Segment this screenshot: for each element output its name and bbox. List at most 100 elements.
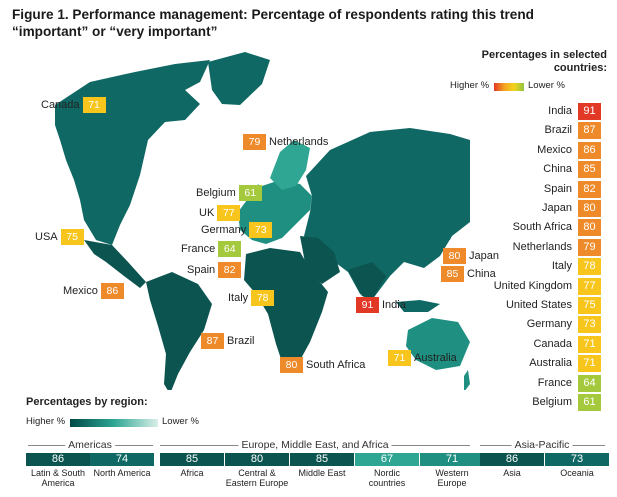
region-cell: 86 Latin & South America <box>26 453 90 488</box>
country-value: 80 <box>578 200 601 217</box>
region-south-america <box>146 272 212 390</box>
map-label-value: 78 <box>251 290 275 306</box>
country-name: United Kingdom <box>493 279 572 292</box>
map-label-name: China <box>467 268 496 280</box>
country-name: India <box>548 105 572 117</box>
map-label-name: USA <box>35 231 58 243</box>
map-label-value: 91 <box>356 297 379 313</box>
country-row: Australia 71 <box>470 355 607 373</box>
map-label-value: 73 <box>249 222 273 238</box>
country-name: Australia <box>529 357 572 370</box>
country-row: United States 75 <box>470 297 607 314</box>
map-label: 80 Japan <box>443 248 502 264</box>
region-greenland <box>208 52 270 105</box>
country-name: China <box>543 163 572 176</box>
region-cell: 85 Middle East <box>290 453 354 478</box>
map-label: Spain 82 <box>184 262 242 278</box>
map-label-name: Brazil <box>227 335 255 347</box>
map-label-name: South Africa <box>306 359 366 371</box>
group-americas: Americas <box>28 439 153 451</box>
region-name: Asia <box>503 468 521 478</box>
map-label-name: Japan <box>469 250 499 262</box>
country-legend-title: Percentages in selected countries: <box>481 49 607 74</box>
map-label: Belgium 61 <box>193 185 262 201</box>
map-label-value: 61 <box>238 185 262 201</box>
group-asia-pacific: Asia-Pacific <box>480 439 605 451</box>
region-name: Oceania <box>560 468 594 478</box>
map-label-value: 80 <box>443 248 466 264</box>
map-label: 80 South Africa <box>280 357 368 373</box>
region-new-zealand <box>464 370 470 390</box>
region-mexico <box>84 240 146 288</box>
country-row: South Africa 80 <box>470 219 607 237</box>
region-india <box>348 262 386 300</box>
map-label-name: Germany <box>201 224 247 236</box>
region-title: Percentages by region: <box>26 396 148 408</box>
map-label: 87 Brazil <box>201 333 258 349</box>
country-row: Germany 73 <box>470 316 607 334</box>
map-label-value: 75 <box>60 229 84 245</box>
region-name: Central & Eastern Europe <box>225 468 289 488</box>
map-label: Mexico 86 <box>60 283 124 299</box>
country-value: 64 <box>578 374 601 392</box>
map-label-value: 79 <box>243 134 266 150</box>
region-name: Nordic countries <box>368 468 406 488</box>
country-value: 80 <box>578 219 601 237</box>
map-label-value: 85 <box>441 266 464 282</box>
map-label-value: 77 <box>217 205 241 221</box>
map-label-name: UK <box>199 207 215 219</box>
region-africa <box>244 248 328 368</box>
map-label-name: France <box>181 243 216 255</box>
country-name: South Africa <box>512 221 572 234</box>
region-cell: 73 Oceania <box>545 453 609 478</box>
legend-higher-label: Higher % <box>450 80 490 91</box>
group-emea: Europe, Middle East, and Africa <box>160 439 470 451</box>
region-islands <box>396 300 440 312</box>
country-value: 61 <box>578 394 601 411</box>
region-value: 85 <box>290 453 354 466</box>
country-value: 85 <box>578 161 601 179</box>
country-row: Japan 80 <box>470 200 607 217</box>
legend-gradient <box>494 83 524 91</box>
region-value: 86 <box>26 453 90 466</box>
country-row: Brazil 87 <box>470 122 607 140</box>
map-label-name: Italy <box>228 292 249 304</box>
country-name: France <box>537 376 572 389</box>
country-name: Japan <box>542 202 572 214</box>
region-value: 80 <box>225 453 289 466</box>
country-name: Germany <box>526 318 572 331</box>
map-label-value: 87 <box>201 333 224 349</box>
region-name: Middle East <box>298 468 346 478</box>
group-label: Asia-Pacific <box>511 439 573 451</box>
country-value: 86 <box>578 141 601 159</box>
region-value: 67 <box>355 453 419 466</box>
country-name: Belgium <box>532 396 572 408</box>
figure-title: Figure 1. Performance management: Percen… <box>12 7 534 39</box>
region-north-america <box>55 60 210 245</box>
map-label: France 64 <box>178 241 242 257</box>
map-label-name: India <box>382 299 406 311</box>
region-cell: 85 Africa <box>160 453 224 478</box>
country-name: United States <box>505 299 572 311</box>
region-higher-label: Higher % <box>26 416 66 427</box>
country-value: 71 <box>578 355 601 373</box>
map-label-value: 64 <box>218 241 242 257</box>
region-value: 73 <box>545 453 609 466</box>
country-value: 87 <box>578 122 601 140</box>
map-label: UK 77 <box>196 205 241 221</box>
map-label-value: 80 <box>280 357 303 373</box>
map-label: Germany 73 <box>198 222 273 238</box>
country-row: France 64 <box>470 374 607 392</box>
map-label-value: 71 <box>82 97 106 113</box>
legend-lower-label: Lower % <box>528 80 565 91</box>
map-label-value: 86 <box>100 283 124 299</box>
map-label-name: Australia <box>414 352 457 364</box>
country-row: Spain 82 <box>470 180 607 198</box>
country-value: 75 <box>578 297 601 314</box>
map-label-name: Netherlands <box>269 136 329 148</box>
map-label: USA 75 <box>32 229 84 245</box>
map-label: 79 Netherlands <box>243 134 331 150</box>
region-value: 85 <box>160 453 224 466</box>
region-cell: 86 Asia <box>480 453 544 478</box>
region-name: Latin & South America <box>30 468 86 488</box>
